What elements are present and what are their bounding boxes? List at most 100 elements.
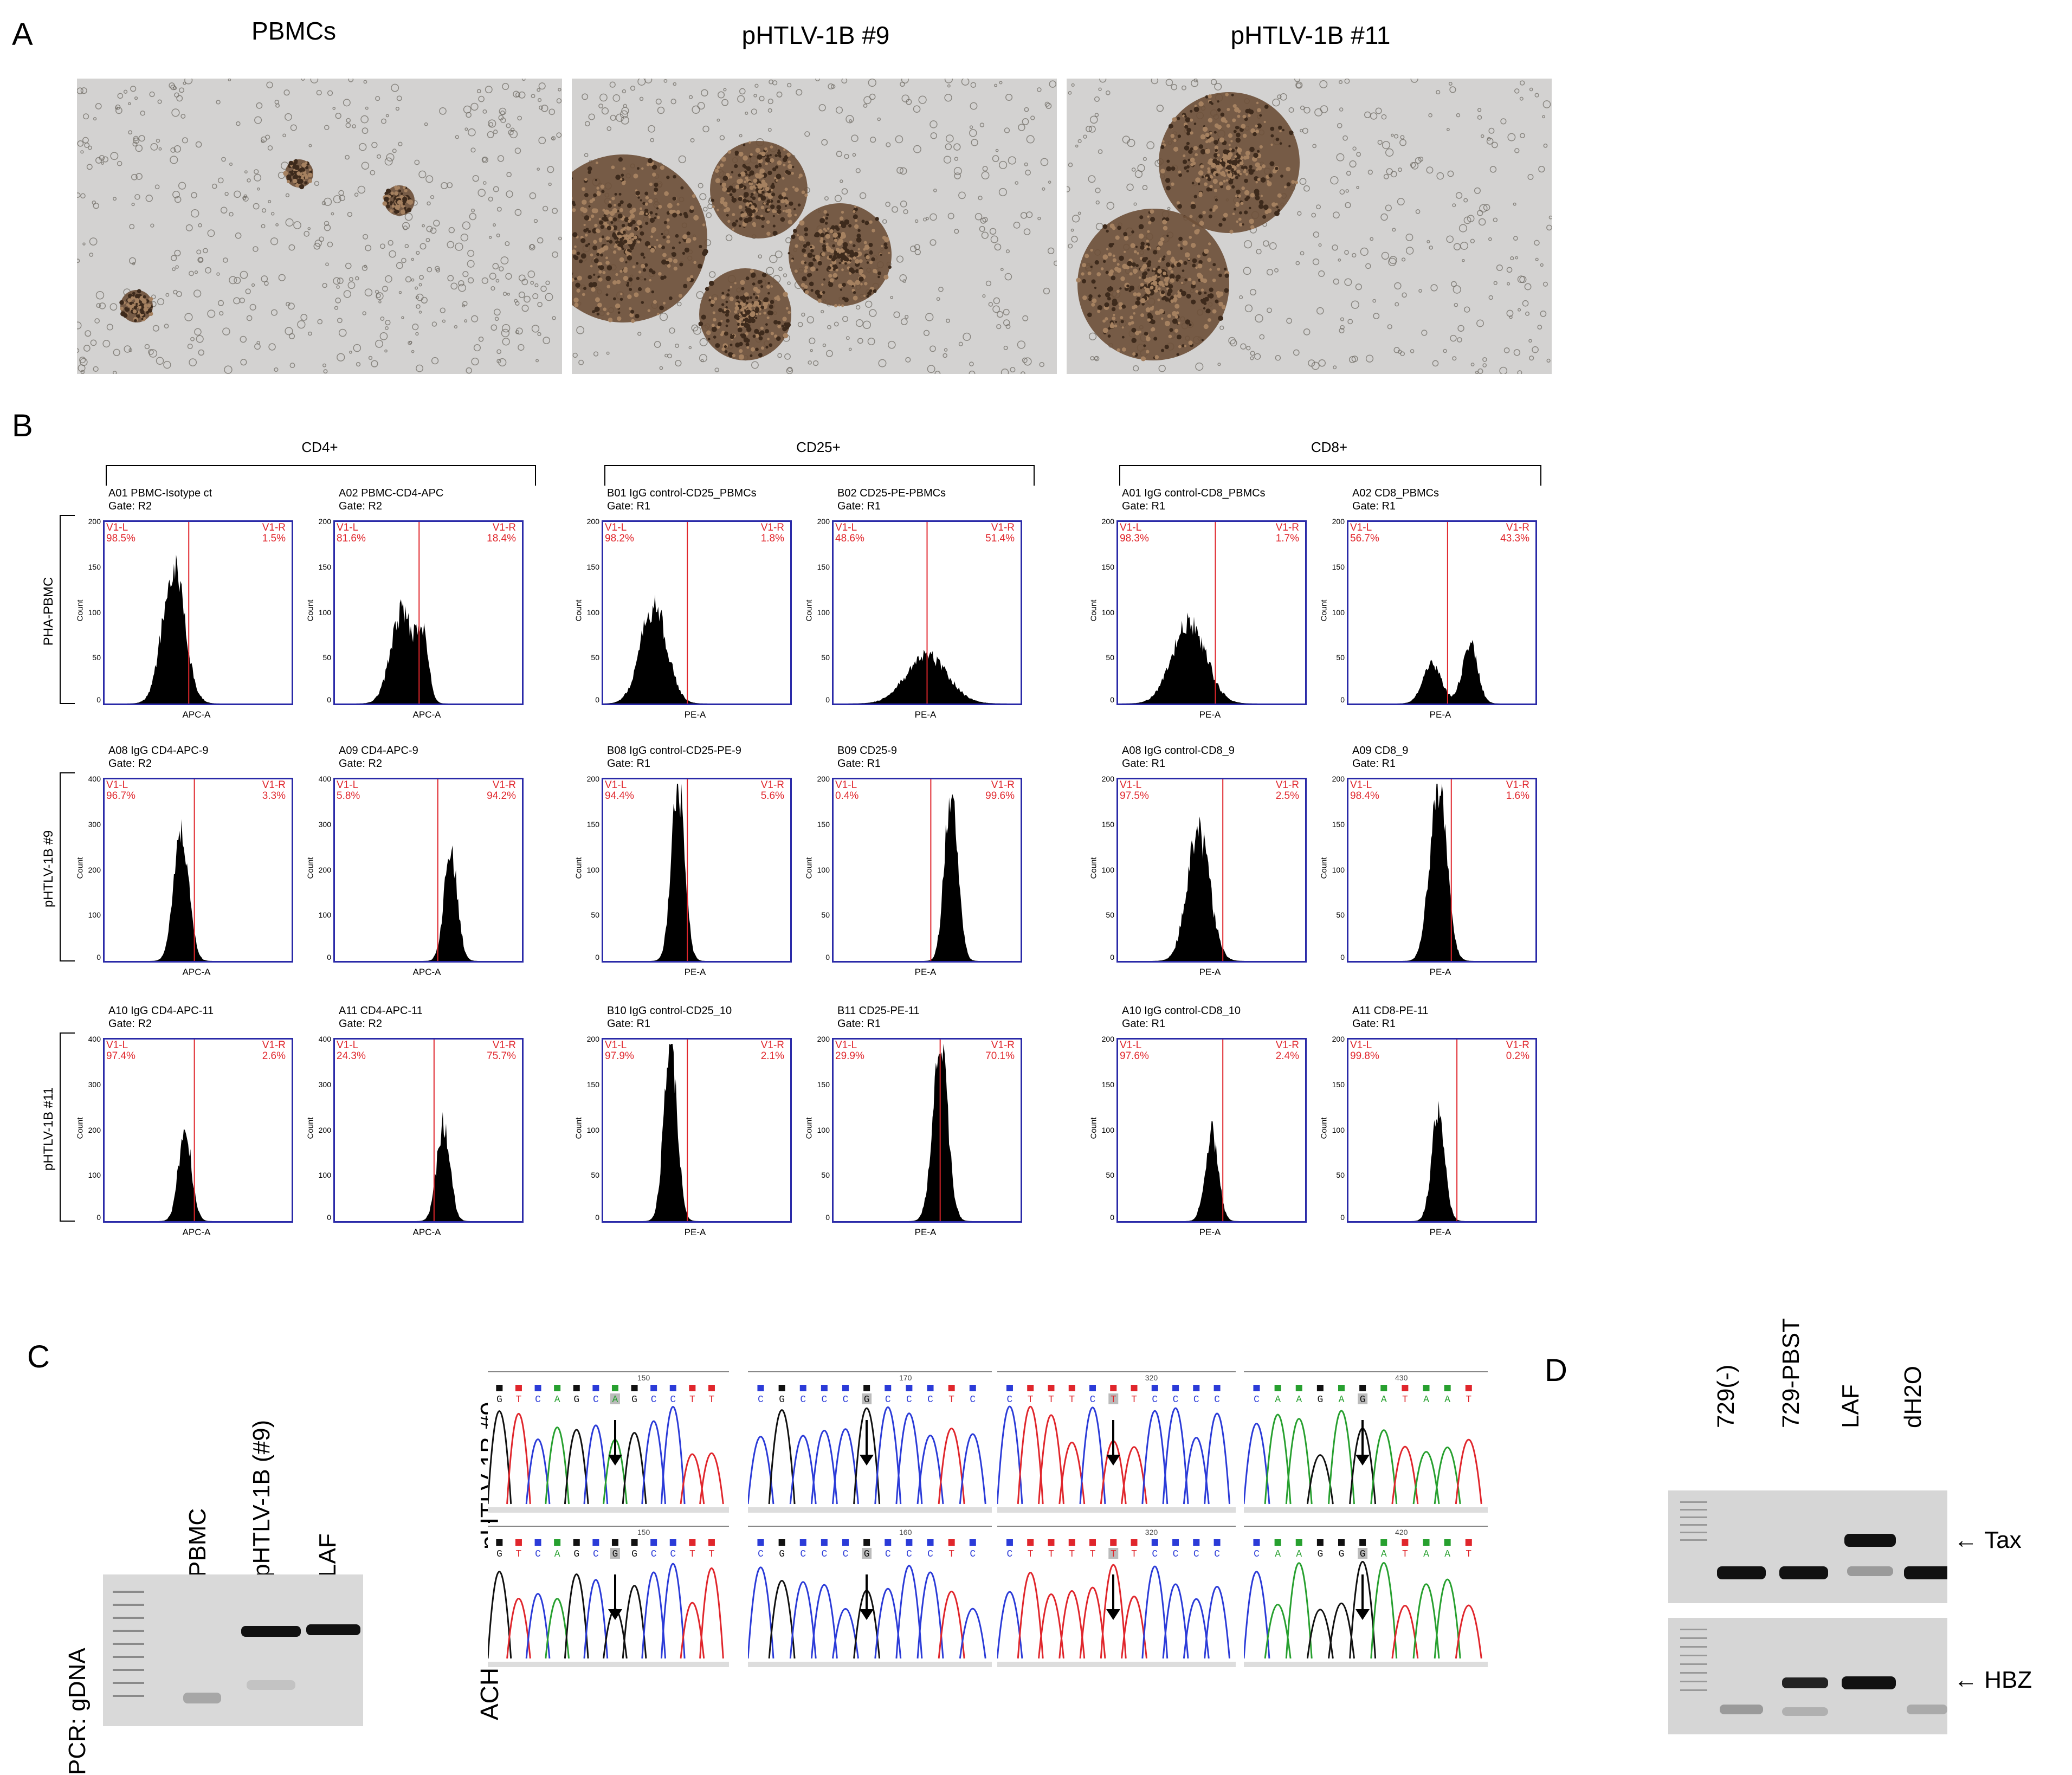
mutation-arrow-icon: [1355, 1420, 1370, 1466]
x-axis-label: PE-A: [914, 709, 937, 720]
svg-text:A: A: [1275, 1549, 1281, 1560]
histogram-plot: [832, 1038, 1022, 1223]
histogram-plot: [103, 520, 293, 705]
svg-text:C: C: [1090, 1395, 1096, 1405]
y-axis-label: Count: [306, 1116, 315, 1139]
y-axis-label: Count: [306, 856, 315, 879]
panel-label-a: A: [12, 17, 33, 52]
plot-title: B01 IgG control-CD25_PBMCs Gate: R1: [607, 487, 757, 512]
svg-text:T: T: [709, 1549, 715, 1560]
svg-text:G: G: [1360, 1549, 1366, 1560]
svg-text:T: T: [948, 1395, 954, 1405]
svg-text:C: C: [906, 1549, 912, 1560]
y-axis-label: Count: [574, 599, 584, 622]
svg-text:C: C: [970, 1395, 976, 1405]
svg-text:C: C: [670, 1395, 676, 1405]
seq-row-label-ach: ACH: [475, 1667, 504, 1720]
histogram-plot: [1116, 778, 1307, 963]
svg-text:T: T: [1028, 1395, 1034, 1405]
chromatogram: 320 C T T T T T T C C C C: [996, 1523, 1236, 1669]
x-axis-label: APC-A: [412, 709, 441, 720]
y-tick-label: 50: [1106, 911, 1114, 920]
region-left-percent: V1-L 98.4%: [1350, 779, 1379, 802]
band-label-tax: ← Tax: [1954, 1527, 2022, 1553]
svg-text:C: C: [651, 1395, 657, 1405]
row-label-2: pHTLV-1B #11: [41, 1087, 56, 1171]
histogram-fill: [1118, 816, 1305, 961]
y-tick-label: 400: [88, 774, 101, 783]
y-tick-label: 0: [595, 953, 599, 961]
group-bracket-1: [604, 465, 1035, 486]
region-left-percent: V1-L 97.4%: [106, 1040, 135, 1062]
y-tick-label: 200: [88, 1125, 101, 1134]
svg-text:G: G: [1339, 1549, 1345, 1560]
y-tick-label: 100: [88, 911, 101, 920]
region-right-percent: V1-R 18.4%: [487, 522, 516, 544]
y-tick-label: 50: [591, 911, 599, 920]
plot-title: B09 CD25-9 Gate: R1: [837, 745, 898, 770]
svg-text:G: G: [496, 1395, 502, 1405]
y-tick-label: 100: [817, 865, 830, 874]
svg-text:A: A: [1381, 1549, 1387, 1560]
histogram-fill: [335, 1112, 522, 1221]
region-right-percent: V1-R 1.7%: [1275, 522, 1299, 544]
svg-text:G: G: [1360, 1395, 1366, 1405]
svg-text:150: 150: [637, 1373, 650, 1382]
y-tick-label: 0: [1340, 1213, 1345, 1222]
x-axis-label: PE-A: [1429, 967, 1451, 977]
y-tick-label: 100: [318, 911, 331, 920]
chromatogram: 320 C T T T C T T C C C C: [996, 1369, 1236, 1515]
y-tick-label: 200: [1332, 774, 1345, 783]
region-left-percent: V1-L 96.7%: [106, 779, 135, 802]
y-tick-label: 100: [1332, 1125, 1345, 1134]
y-tick-label: 100: [318, 1171, 331, 1180]
histogram-fill: [1118, 612, 1305, 703]
svg-text:C: C: [651, 1549, 657, 1560]
panel-label-d: D: [1545, 1353, 1567, 1388]
svg-text:C: C: [1193, 1395, 1199, 1405]
svg-text:G: G: [864, 1395, 870, 1405]
gel-lane-laf: LAF: [314, 1533, 341, 1577]
histogram-fill: [834, 1044, 1021, 1221]
svg-text:170: 170: [899, 1373, 912, 1382]
y-tick-label: 100: [88, 608, 101, 617]
svg-text:T: T: [1402, 1395, 1408, 1405]
histogram-plot: [1116, 1038, 1307, 1223]
region-left-percent: V1-L 24.3%: [337, 1040, 366, 1062]
svg-text:G: G: [573, 1395, 579, 1405]
y-axis-label: Count: [1089, 1116, 1099, 1139]
y-tick-label: 50: [1336, 1171, 1345, 1180]
y-tick-label: 150: [586, 562, 599, 571]
y-tick-label: 200: [586, 517, 599, 526]
mutation-arrow-icon: [608, 1420, 622, 1466]
svg-text:C: C: [885, 1395, 891, 1405]
region-right-percent: V1-R 70.1%: [985, 1040, 1015, 1062]
svg-text:G: G: [496, 1549, 502, 1560]
svg-text:T: T: [1090, 1549, 1096, 1560]
svg-text:C: C: [758, 1549, 764, 1560]
y-tick-label: 400: [88, 1035, 101, 1043]
svg-text:A: A: [1296, 1549, 1302, 1560]
plot-title: A08 IgG control-CD8_9 Gate: R1: [1122, 745, 1235, 770]
gel-d-lane-729pbst: 729-PBST: [1778, 1318, 1804, 1428]
plot-title: A10 IgG CD4-APC-11 Gate: R2: [108, 1005, 214, 1030]
svg-text:A: A: [1444, 1549, 1450, 1560]
x-axis-label: APC-A: [412, 1227, 441, 1237]
mutation-arrow-icon: [1355, 1574, 1370, 1620]
y-tick-label: 150: [1101, 1080, 1114, 1089]
y-tick-label: 50: [92, 653, 101, 662]
svg-text:C: C: [1152, 1395, 1158, 1405]
histogram-plot: [832, 520, 1022, 705]
micrograph-htlv-9: [572, 79, 1057, 374]
region-right-percent: V1-R 5.6%: [760, 779, 784, 802]
region-right-percent: V1-R 2.4%: [1275, 1040, 1299, 1062]
y-tick-label: 0: [595, 695, 599, 704]
y-tick-label: 0: [96, 953, 101, 961]
region-right-percent: V1-R 1.8%: [760, 522, 784, 544]
y-tick-label: 200: [586, 1035, 599, 1043]
group-bracket-0: [106, 465, 536, 486]
svg-text:150: 150: [637, 1528, 650, 1537]
gel-tax: [1668, 1490, 1947, 1603]
y-axis-label: Count: [1319, 599, 1329, 622]
histogram-fill: [603, 1044, 790, 1221]
